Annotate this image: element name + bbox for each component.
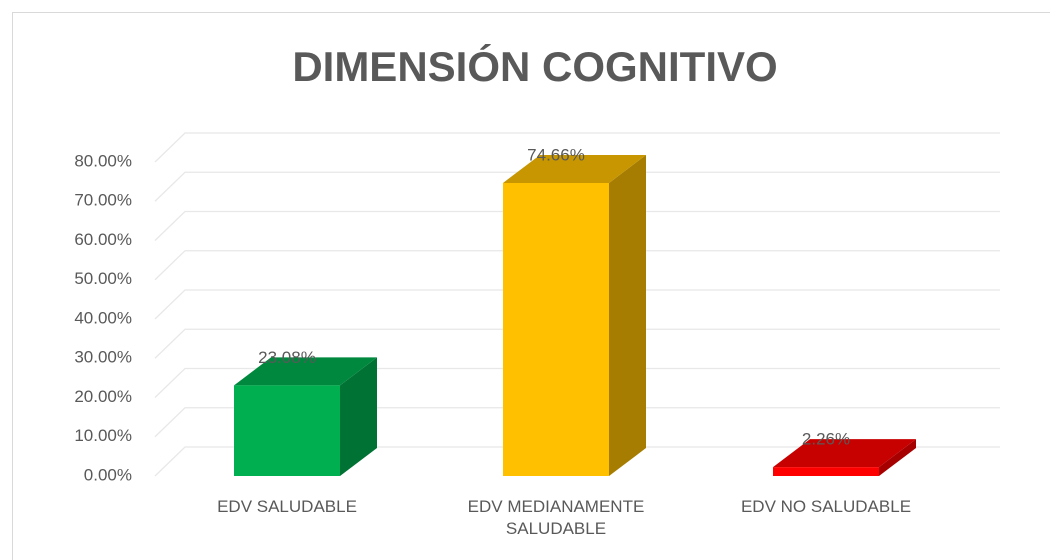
grid-line bbox=[154, 210, 1000, 241]
y-tick-label: 10.00% bbox=[74, 426, 132, 445]
y-tick-label: 80.00% bbox=[74, 151, 132, 170]
grid-line bbox=[154, 171, 1000, 202]
bar bbox=[234, 357, 377, 476]
grid-line bbox=[154, 407, 1000, 438]
grid-line bbox=[154, 289, 1000, 320]
y-tick-label: 0.00% bbox=[84, 465, 132, 484]
y-tick-label: 40.00% bbox=[74, 308, 132, 327]
bar-front bbox=[773, 467, 879, 476]
bar-top bbox=[234, 357, 377, 386]
grid-line bbox=[154, 367, 1000, 398]
bar-front bbox=[234, 385, 340, 476]
chart-title: DIMENSIÓN COGNITIVO bbox=[292, 42, 777, 90]
bar-top bbox=[503, 154, 646, 183]
bar-top bbox=[773, 439, 916, 468]
data-label: 2.26% bbox=[802, 430, 850, 449]
y-tick-label: 30.00% bbox=[74, 348, 132, 367]
y-tick-label: 60.00% bbox=[74, 230, 132, 249]
grid-line bbox=[154, 132, 1000, 163]
chart-border bbox=[12, 12, 1050, 560]
bar-side bbox=[340, 357, 377, 476]
grid-line bbox=[154, 250, 1000, 281]
y-tick-label: 20.00% bbox=[74, 387, 132, 406]
data-label: 23.08% bbox=[258, 348, 316, 367]
x-tick-label: EDV NO SALUDABLE bbox=[740, 497, 912, 516]
y-tick-label: 50.00% bbox=[74, 269, 132, 288]
bar-side bbox=[609, 154, 646, 476]
x-tick-label: EDV SALUDABLE bbox=[217, 497, 357, 516]
data-label: 74.66% bbox=[527, 145, 585, 164]
bar-side bbox=[879, 439, 916, 476]
grid-line bbox=[154, 446, 1000, 477]
y-tick-label: 70.00% bbox=[74, 191, 132, 210]
grid-line bbox=[154, 328, 1000, 359]
bar-front bbox=[503, 182, 609, 476]
bar bbox=[773, 439, 916, 476]
bar bbox=[503, 154, 646, 476]
x-tick-label: EDV MEDIANAMENTE SALUDABLE bbox=[467, 497, 645, 538]
